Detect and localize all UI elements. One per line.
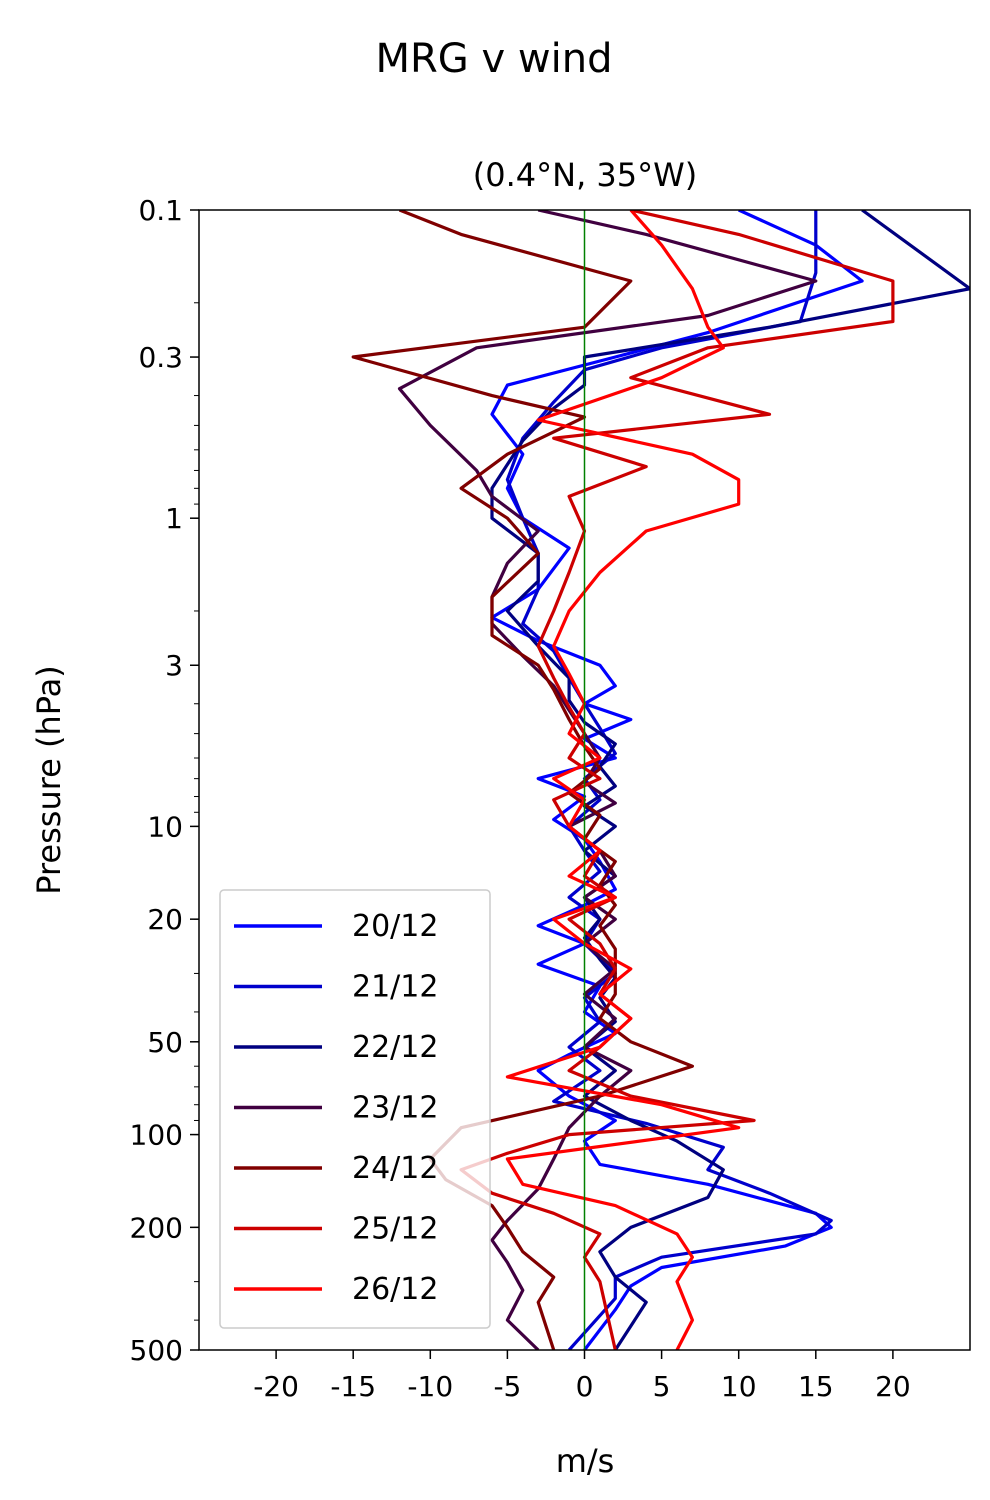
legend-frame [219,889,491,1329]
y-tick-label: 0.1 [138,194,183,227]
y-tick-label: 100 [130,1119,183,1152]
x-tick-label: 20 [875,1370,911,1403]
x-axis: -20 -15 -10 -5 0 5 10 15 20 [253,1350,911,1403]
x-tick-label: -5 [493,1370,521,1403]
y-axis: 0.1 0.3 1 3 10 20 50 100 200 500 [130,194,199,1367]
figure-suptitle: MRG v wind [376,36,613,82]
x-tick-label: -10 [407,1370,453,1403]
legend-label-22/12: 22/12 [352,1030,438,1065]
x-tick-label: 0 [576,1370,594,1403]
y-tick-label: 20 [147,903,183,936]
legend-label-26/12: 26/12 [352,1272,438,1307]
legend: 20/12 21/12 22/12 23/12 24/12 25/12 26/12 [219,889,491,1329]
x-tick-label: 5 [653,1370,671,1403]
x-tick-label: -15 [330,1370,376,1403]
series-line-26/12 [505,210,741,1350]
legend-items: 20/12 21/12 22/12 23/12 24/12 25/12 26/12 [234,909,438,1307]
series-line-20/12 [490,210,864,1350]
x-tick-label: 15 [798,1370,834,1403]
legend-label-21/12: 21/12 [352,970,438,1005]
series-line-22/12 [490,210,970,1350]
y-tick-label: 50 [147,1026,183,1059]
y-tick-label: 1 [165,502,183,535]
y-tick-label: 200 [130,1211,183,1244]
y-tick-label: 500 [130,1334,183,1367]
legend-label-25/12: 25/12 [352,1212,438,1247]
chart-title: (0.4°N, 35°W) [473,156,698,194]
x-axis-label: m/s [556,1442,615,1480]
legend-label-23/12: 23/12 [352,1091,438,1126]
legend-label-24/12: 24/12 [352,1151,438,1186]
y-tick-label: 3 [165,649,183,682]
x-tick-label: 10 [721,1370,757,1403]
y-tick-label: 0.3 [138,341,183,374]
y-axis-label: Pressure (hPa) [30,665,68,895]
y-tick-label: 10 [147,810,183,843]
legend-label-20/12: 20/12 [352,909,438,944]
x-tick-label: -20 [253,1370,299,1403]
